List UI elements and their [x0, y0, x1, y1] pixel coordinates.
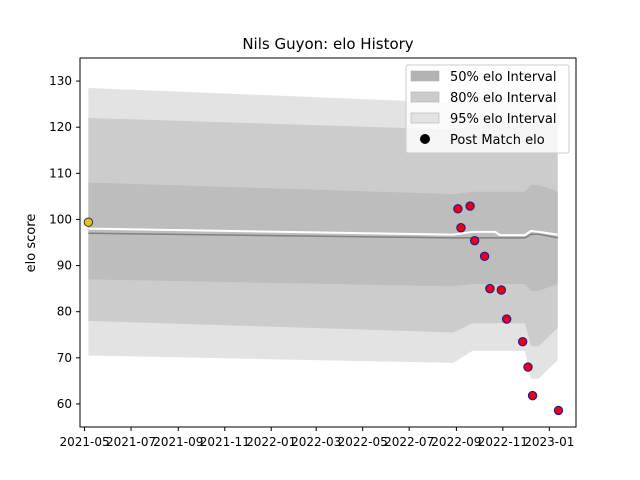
chart-title: Nils Guyon: elo History: [242, 35, 413, 53]
x-tick-label: 2022-11: [478, 435, 528, 449]
y-tick-label: 70: [57, 351, 72, 365]
x-tick-label: 2021-05: [60, 435, 110, 449]
x-tick-label: 2021-11: [200, 435, 250, 449]
legend-swatch: [410, 91, 440, 103]
y-tick-label: 100: [49, 212, 72, 226]
legend-label: 95% elo Interval: [450, 112, 557, 127]
legend-marker: [420, 134, 430, 144]
expected-elo-line: [88, 227, 558, 237]
x-tick-label: 2023-01: [524, 435, 574, 449]
post-match-point: [465, 201, 475, 211]
y-tick-label: 120: [49, 120, 72, 134]
legend-swatch: [410, 70, 440, 82]
post-match-point: [456, 223, 466, 233]
x-tick-label: 2022-09: [431, 435, 481, 449]
y-axis-label: elo score: [24, 214, 39, 273]
post-match-point: [469, 235, 480, 246]
axes-frame: [79, 57, 577, 428]
y-tick-label: 110: [49, 166, 72, 180]
legend-label: 50% elo Interval: [450, 70, 557, 85]
legend: 50% elo Interval 80% elo Interval 95% elo …: [405, 64, 570, 154]
x-tick-label: 2022-01: [246, 435, 296, 449]
y-tick-label: 90: [57, 259, 72, 273]
post-match-point: [517, 336, 528, 347]
legend-label: 80% elo Interval: [450, 91, 557, 106]
post-match-point: [496, 285, 507, 295]
legend-label: Post Match elo: [450, 133, 545, 148]
initial-elo-point: [83, 217, 94, 227]
plot-area: [83, 87, 564, 416]
post-match-point: [553, 405, 564, 416]
post-match-point: [523, 362, 533, 372]
x-tick-label: 2021-07: [106, 435, 156, 449]
x-tick-label: 2021-09: [153, 435, 203, 449]
y-tick-label: 60: [57, 397, 72, 411]
post-match-point: [479, 251, 490, 262]
post-match-point: [485, 283, 495, 294]
x-tick-label: 2022-03: [291, 435, 341, 449]
y-tick-label: 130: [49, 74, 72, 88]
y-tick-label: 80: [57, 305, 72, 319]
x-tick-label: 2022-05: [338, 435, 388, 449]
x-tick-label: 2022-07: [384, 435, 434, 449]
mean-elo-line: [88, 232, 558, 239]
legend-box: [405, 64, 570, 154]
post-match-point: [453, 204, 463, 214]
axes: 60 70 80 90 100 110 120 130 2021-052021-072021-0…: [49, 57, 577, 449]
post-match-point: [527, 390, 538, 401]
legend-swatch: [410, 112, 440, 124]
post-match-point: [501, 314, 512, 324]
